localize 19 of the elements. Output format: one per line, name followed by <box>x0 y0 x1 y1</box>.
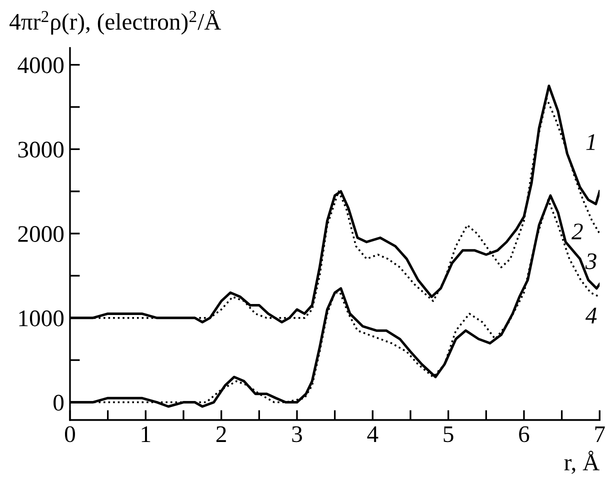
x-tick-label: 3 <box>292 426 302 442</box>
y-tick-label: 1000 <box>19 310 64 326</box>
x-tick-label: 0 <box>64 426 75 442</box>
x-tick-label: 2 <box>216 426 226 442</box>
x-axis-title: r, Å <box>564 450 600 474</box>
x-tick-label: 4 <box>367 426 378 442</box>
x-tick-label: 7 <box>595 426 605 442</box>
x-tick-label: 1 <box>142 426 150 442</box>
y-tick-label: 3000 <box>18 142 64 158</box>
y-tick-label: 2000 <box>18 226 64 242</box>
y-axis-title: 4πr$^{2}$ρ(r), (electron)$^{2}$/Å <box>10 10 222 35</box>
series-label: 3 <box>585 253 596 270</box>
y-tick-label: 0 <box>54 394 64 411</box>
series-label: 1 <box>586 134 595 150</box>
series-label: 2 <box>572 224 583 240</box>
y-tick-label: 4000 <box>18 57 64 74</box>
x-tick-label: 6 <box>519 426 530 442</box>
x-tick-label: 5 <box>444 426 454 442</box>
series-label: 4 <box>585 308 597 324</box>
